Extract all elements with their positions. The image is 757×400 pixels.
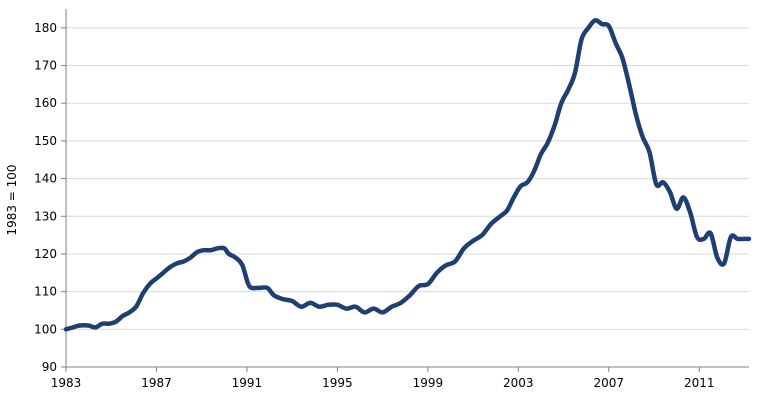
x-tick-label-1995: 1995 <box>322 376 353 390</box>
axes <box>61 9 749 372</box>
x-tick-label-1999: 1999 <box>413 376 444 390</box>
series-group <box>63 18 752 332</box>
y-axis-title: 1983 = 100 <box>5 164 19 235</box>
y-tick-label-160: 160 <box>34 96 57 110</box>
gridlines <box>66 27 749 330</box>
y-tick-label-130: 130 <box>34 209 57 223</box>
series-line-0 <box>63 18 752 332</box>
y-tick-label-150: 150 <box>34 134 57 148</box>
y-tick-label-170: 170 <box>34 59 57 73</box>
x-tick-label-1983: 1983 <box>51 376 82 390</box>
y-tick-label-110: 110 <box>34 285 57 299</box>
y-tick-label-140: 140 <box>34 172 57 186</box>
y-tick-labels: 90 100 110 120 130 140 150 160 170 180 <box>34 21 57 374</box>
y-tick-label-100: 100 <box>34 322 57 336</box>
x-tick-label-2003: 2003 <box>503 376 534 390</box>
x-tick-label-1991: 1991 <box>232 376 263 390</box>
x-tick-label-2007: 2007 <box>594 376 625 390</box>
x-tick-labels: 1983 1987 1991 1995 1999 2003 2007 2011 <box>51 376 715 390</box>
y-tick-label-120: 120 <box>34 247 57 261</box>
x-tick-label-2011: 2011 <box>684 376 715 390</box>
y-tick-label-180: 180 <box>34 21 57 35</box>
y-tick-label-90: 90 <box>42 360 57 374</box>
x-tick-label-1987: 1987 <box>141 376 172 390</box>
